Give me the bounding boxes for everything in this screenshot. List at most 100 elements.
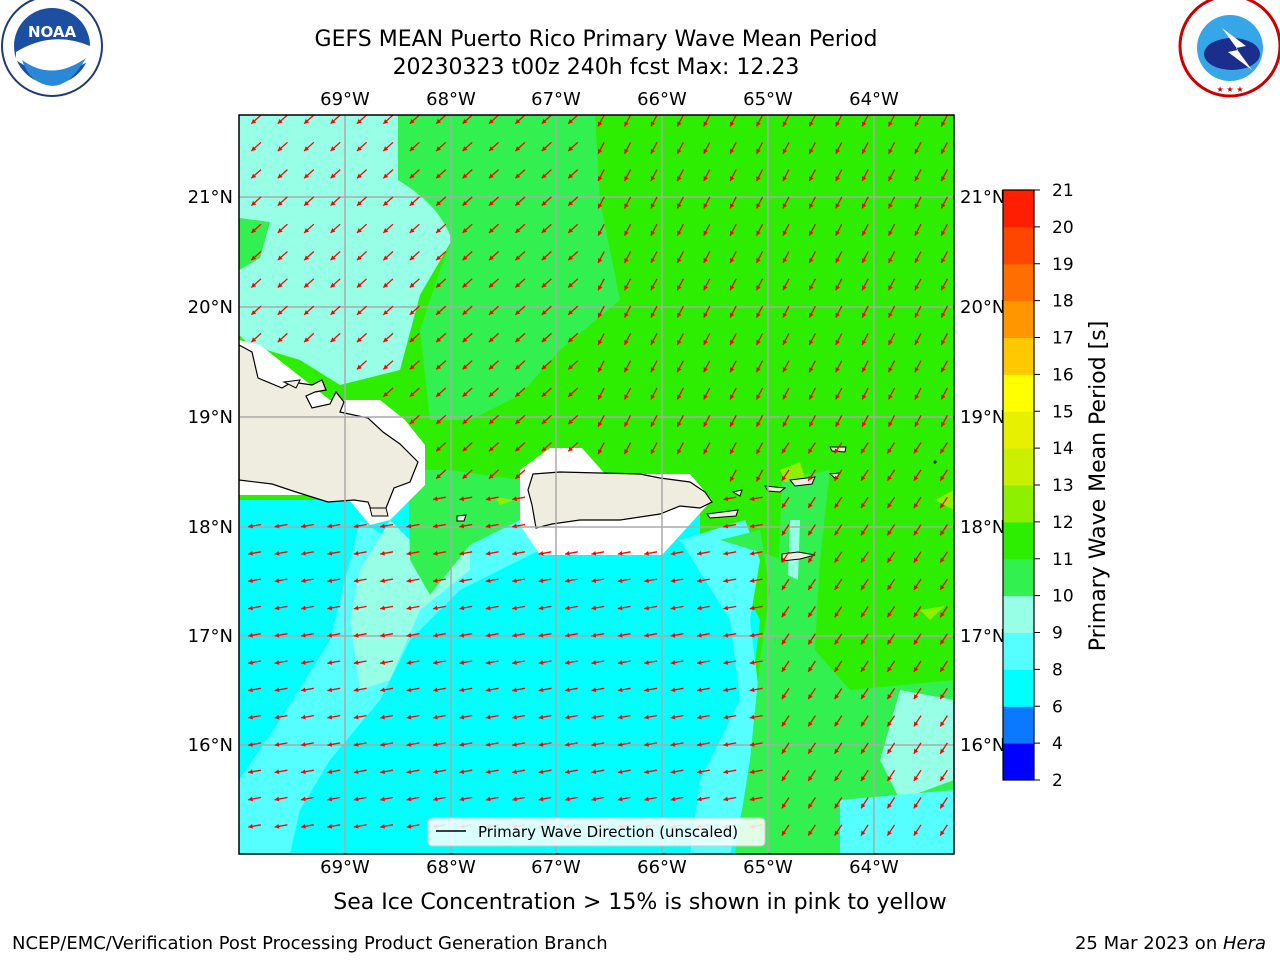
wave-arrow	[541, 196, 552, 207]
wave-arrow	[462, 278, 473, 288]
colorbar-tick-label: 4	[1052, 734, 1063, 754]
wave-arrow	[887, 278, 896, 291]
wave-arrow	[940, 115, 948, 127]
wave-arrow	[749, 578, 763, 583]
wave-arrow	[696, 578, 710, 583]
lon-label-top: 68°W	[426, 89, 476, 110]
colorbar-tick-label: 17	[1052, 329, 1074, 349]
wave-arrow	[623, 442, 632, 455]
wave-arrow	[514, 115, 526, 125]
wave-arrow	[782, 141, 790, 155]
wave-arrow	[406, 796, 420, 802]
wave-arrow	[755, 442, 764, 455]
wave-arrow	[409, 278, 420, 288]
wave-arrow	[860, 687, 869, 700]
wave-arrow	[514, 469, 526, 480]
wave-arrow	[808, 223, 816, 236]
wave-arrow	[406, 660, 420, 665]
wave-arrow	[300, 578, 314, 583]
wave-arrow	[380, 550, 394, 556]
wave-arrow	[485, 632, 499, 638]
lon-label-top: 69°W	[320, 89, 370, 110]
wave-arrow	[676, 387, 684, 400]
wave-arrow	[382, 251, 394, 261]
wave-arrow	[327, 550, 341, 556]
wave-arrow	[591, 578, 605, 583]
wave-arrow	[564, 605, 578, 611]
wave-arrow	[538, 578, 552, 583]
wave-arrow	[676, 196, 684, 209]
wave-arrow	[676, 305, 684, 318]
colorbar-segment	[1003, 337, 1034, 375]
wave-arrow	[860, 496, 869, 509]
wave-arrow	[380, 742, 394, 747]
wave-arrow	[248, 714, 262, 720]
wave-arrow	[250, 251, 262, 261]
wave-arrow	[274, 523, 288, 529]
wave-arrow	[755, 169, 764, 182]
wave-arrow	[432, 714, 446, 720]
wave-arrow	[913, 824, 922, 836]
wave-arrow	[650, 141, 658, 155]
wave-arrow	[913, 469, 922, 482]
wave-arrow	[808, 305, 816, 318]
wave-arrow	[591, 660, 605, 665]
wave-arrow	[356, 141, 368, 152]
sea-ice-note: Sea Ice Concentration > 15% is shown in …	[333, 890, 947, 915]
wave-arrow	[861, 278, 869, 291]
wave-arrow	[781, 742, 790, 755]
wave-arrow	[886, 578, 896, 591]
colorbar-segment	[1003, 743, 1034, 781]
wave-arrow	[755, 251, 764, 264]
wave-arrow	[835, 196, 843, 209]
wave-arrow	[303, 251, 315, 261]
wave-arrow	[782, 251, 790, 264]
wave-arrow	[887, 196, 896, 209]
wave-arrow	[703, 141, 711, 155]
wave-arrow	[591, 632, 605, 638]
lat-label-right: 16°N	[960, 735, 1005, 756]
colorbar-segment	[1003, 300, 1034, 338]
wave-arrow	[723, 523, 737, 529]
wave-arrow	[488, 169, 500, 179]
wave-arrow	[597, 333, 605, 346]
wave-arrow	[834, 606, 843, 618]
wave-arrow	[729, 196, 737, 209]
wave-arrow	[755, 278, 764, 291]
wave-arrow	[755, 469, 764, 482]
wave-arrow	[835, 360, 843, 373]
wave-arrow	[696, 687, 710, 693]
wave-arrow	[564, 687, 578, 693]
wave-arrow	[729, 469, 737, 482]
wave-arrow	[650, 196, 658, 209]
wave-arrow	[435, 360, 447, 370]
chart-subtitle: 20230323 t00z 240h fcst Max: 12.23	[392, 55, 800, 80]
wave-arrow	[834, 442, 843, 454]
lon-label-top: 64°W	[849, 89, 899, 110]
wave-arrow	[303, 115, 315, 125]
wave-arrow	[913, 742, 922, 755]
wave-arrow	[277, 305, 288, 316]
lat-label-right: 17°N	[960, 626, 1005, 647]
wave-arrow	[485, 660, 499, 665]
lon-label-bottom: 68°W	[426, 857, 476, 878]
wave-arrow	[538, 796, 552, 802]
wave-arrow	[330, 169, 341, 179]
wave-arrow	[409, 223, 420, 234]
wave-arrow	[248, 550, 262, 556]
wave-arrow	[435, 469, 447, 480]
wave-arrow	[676, 251, 684, 264]
wave-arrow	[755, 360, 764, 373]
wave-arrow	[835, 414, 843, 428]
wave-arrow	[597, 305, 605, 318]
wave-arrow	[564, 742, 578, 747]
wave-arrow	[274, 687, 288, 693]
wave-arrow	[644, 714, 658, 720]
wave-arrow	[435, 251, 447, 261]
wave-arrow	[834, 578, 843, 591]
wave-arrow	[300, 523, 314, 529]
wave-arrow	[300, 769, 314, 775]
wave-arrow	[541, 278, 552, 288]
wave-arrow	[300, 550, 314, 556]
colorbar-tick-label: 11	[1052, 550, 1074, 570]
